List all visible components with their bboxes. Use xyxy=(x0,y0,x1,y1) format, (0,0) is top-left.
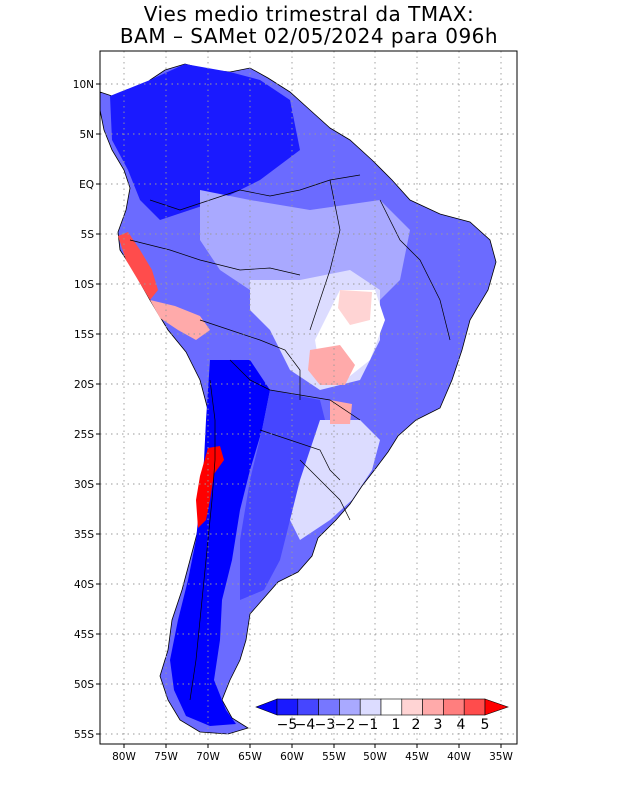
map-title-line-1: Vies medio trimestral da TMAX: xyxy=(143,2,475,26)
lat-label: 30S xyxy=(74,479,94,491)
lat-label: 10N xyxy=(73,79,94,91)
lon-label: 60W xyxy=(280,751,304,763)
lat-label: 10S xyxy=(74,279,94,291)
colorbar-swatch xyxy=(276,698,299,716)
lon-label: 35W xyxy=(489,751,513,763)
lat-label: EQ xyxy=(79,179,94,191)
lat-label: 5S xyxy=(81,229,95,241)
lat-label: 15S xyxy=(74,329,94,341)
lat-label: 20S xyxy=(74,379,94,391)
map-frame xyxy=(99,50,518,745)
latitude-axis: 10N 5N EQ 5S 10S 15S 20S 25S 30S 35S 40S… xyxy=(73,79,100,741)
colorbar-swatch xyxy=(422,698,444,716)
lat-label: 5N xyxy=(79,129,94,141)
colorbar-label: 1 xyxy=(392,717,401,733)
colorbar-swatch xyxy=(339,698,361,716)
lon-label: 55W xyxy=(322,751,346,763)
map-title-line-2: BAM – SAMet 02/05/2024 para 096h xyxy=(119,24,499,48)
colorbar-label: 4 xyxy=(457,717,466,733)
lon-label: 65W xyxy=(238,751,262,763)
lat-label: 40S xyxy=(74,579,94,591)
lat-label: 45S xyxy=(74,629,94,641)
colorbar-high-arrow xyxy=(484,698,509,716)
strong-negative-bias-north xyxy=(110,64,300,220)
lon-label: 45W xyxy=(405,751,429,763)
colorbar-label: 5 xyxy=(481,717,490,733)
colorbar-label: −3 xyxy=(315,717,336,733)
lon-label: 80W xyxy=(112,751,136,763)
moderate-negative-bias-southeast xyxy=(240,390,330,600)
colorbar-swatch xyxy=(401,698,423,716)
positive-bias-mato-grosso xyxy=(308,345,355,385)
colorbar-label: −4 xyxy=(295,717,316,733)
map-gridlines xyxy=(100,51,517,744)
lon-label: 70W xyxy=(196,751,220,763)
colorbar-label: −5 xyxy=(277,717,298,733)
positive-bias-parana xyxy=(330,400,352,424)
lat-label: 55S xyxy=(74,729,94,741)
lat-label: 50S xyxy=(74,679,94,691)
colorbar-label: 2 xyxy=(412,717,421,733)
strong-negative-bias-andes xyxy=(170,360,270,726)
map-field xyxy=(100,51,517,744)
positive-bias-peru-andes xyxy=(150,300,210,340)
positive-bias-chile xyxy=(196,446,224,528)
colorbar-swatch xyxy=(297,698,319,716)
colorbar-swatch xyxy=(380,698,403,716)
colorbar-label: 3 xyxy=(434,717,443,733)
colorbar-swatch xyxy=(443,698,465,716)
positive-bias-mato-grosso-2 xyxy=(338,290,372,325)
colorbar-legend: −5 −4 −3 −2 −1 1 2 3 4 5 xyxy=(255,698,509,733)
colorbar-swatch xyxy=(318,698,340,716)
lon-label: 50W xyxy=(363,751,387,763)
colorbar-label: −2 xyxy=(335,717,356,733)
country-borders xyxy=(129,174,451,701)
colorbar-swatch xyxy=(359,698,382,716)
near-zero-bias-south-brazil xyxy=(290,420,380,540)
lat-label: 35S xyxy=(74,529,94,541)
longitude-axis: 80W 75W 70W 65W 60W 55W 50W 45W 40W 35W xyxy=(112,744,513,763)
lon-label: 75W xyxy=(154,751,178,763)
lon-label: 40W xyxy=(447,751,471,763)
positive-bias-peru-coast xyxy=(118,232,158,300)
colorbar-label: −1 xyxy=(358,717,379,733)
colorbar-swatch xyxy=(463,698,486,716)
lat-label: 25S xyxy=(74,429,94,441)
